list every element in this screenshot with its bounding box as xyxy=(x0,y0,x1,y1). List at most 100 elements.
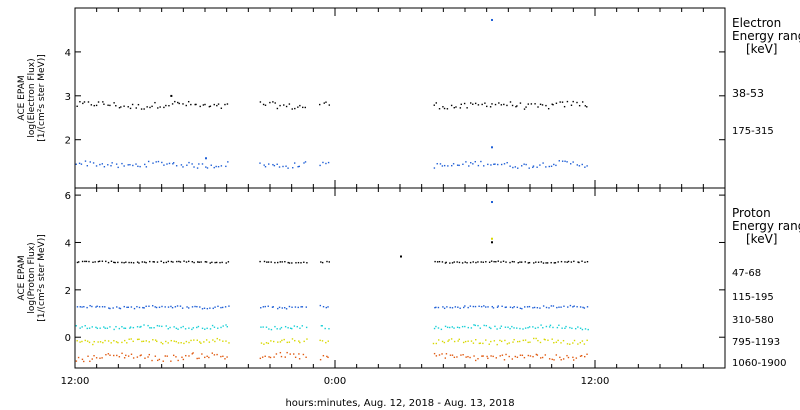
proton-data-point-0 xyxy=(215,261,218,264)
electron-data-point-1 xyxy=(206,167,209,169)
proton-data-point-3 xyxy=(485,339,487,341)
proton-data-point-1 xyxy=(206,307,209,310)
proton-data-point-3 xyxy=(529,341,531,343)
proton-data-point-0 xyxy=(445,261,447,264)
electron-data-point-1 xyxy=(584,166,586,168)
proton-data-point-3 xyxy=(177,342,180,344)
proton-data-point-2 xyxy=(561,327,563,329)
proton-data-point-2 xyxy=(274,325,276,328)
proton-data-point-0 xyxy=(472,261,474,263)
proton-data-point-1 xyxy=(158,306,161,309)
proton-data-point-2 xyxy=(180,326,182,329)
proton-data-point-3 xyxy=(136,338,139,341)
proton-outlier-point xyxy=(400,255,402,258)
proton-data-point-3 xyxy=(222,340,224,342)
electron-data-point-0 xyxy=(494,103,497,106)
proton-data-point-0 xyxy=(105,260,107,263)
proton-data-point-2 xyxy=(496,328,498,330)
proton-data-point-1 xyxy=(136,305,138,308)
electron-data-point-0 xyxy=(516,105,518,107)
proton-data-point-0 xyxy=(451,262,454,264)
electron-data-point-1 xyxy=(548,165,550,168)
electron-data-point-1 xyxy=(474,160,476,163)
proton-data-point-0 xyxy=(519,261,521,263)
electron-data-point-0 xyxy=(208,105,211,108)
electron-data-point-0 xyxy=(217,103,220,105)
proton-data-point-0 xyxy=(277,261,279,264)
electron-data-point-0 xyxy=(530,103,533,105)
proton-data-point-1 xyxy=(138,306,141,309)
proton-data-point-0 xyxy=(167,260,170,263)
proton-data-point-2 xyxy=(149,327,151,329)
proton-data-point-1 xyxy=(199,306,201,308)
electron-data-point-0 xyxy=(216,104,218,107)
proton-data-point-3 xyxy=(500,340,503,343)
proton-data-point-1 xyxy=(291,306,293,308)
electron-data-point-1 xyxy=(443,164,446,167)
proton-ylabel-line: ACE EPAM xyxy=(17,255,27,300)
proton-data-point-2 xyxy=(225,324,227,326)
proton-data-point-0 xyxy=(274,261,276,264)
proton-data-point-1 xyxy=(260,307,262,309)
electron-data-point-1 xyxy=(439,163,442,165)
proton-data-point-3 xyxy=(462,341,465,344)
proton-data-point-2 xyxy=(167,328,169,330)
proton-data-point-2 xyxy=(507,326,509,328)
electron-data-point-1 xyxy=(225,165,227,168)
proton-data-point-0 xyxy=(581,260,583,262)
proton-data-point-3 xyxy=(543,338,546,341)
proton-data-point-3 xyxy=(448,339,450,341)
proton-data-point-3 xyxy=(432,342,435,345)
proton-data-point-1 xyxy=(112,307,114,309)
proton-data-point-3 xyxy=(188,341,190,344)
proton-data-point-3 xyxy=(490,340,492,343)
proton-data-point-0 xyxy=(449,262,451,264)
electron-data-point-0 xyxy=(276,107,279,110)
proton-data-point-3 xyxy=(76,340,78,342)
proton-ytick-label: 4 xyxy=(65,238,71,249)
electron-ytick-label: 4 xyxy=(65,48,71,59)
proton-data-point-2 xyxy=(440,328,443,331)
electron-outlier-point xyxy=(491,18,493,21)
proton-data-point-1 xyxy=(297,306,299,309)
proton-data-point-2 xyxy=(542,327,544,329)
proton-data-point-3 xyxy=(458,338,460,341)
proton-data-point-0 xyxy=(497,260,499,262)
proton-data-point-3 xyxy=(97,341,99,343)
electron-data-point-0 xyxy=(154,101,156,104)
electron-data-point-0 xyxy=(220,107,223,109)
electron-outlier-point xyxy=(170,94,173,97)
proton-data-point-0 xyxy=(477,261,479,263)
electron-data-point-1 xyxy=(272,163,274,166)
proton-data-point-2 xyxy=(483,324,485,327)
proton-data-point-2 xyxy=(494,325,496,328)
proton-legend-title-line: Energy range xyxy=(732,219,800,233)
proton-data-point-2 xyxy=(175,327,178,330)
proton-data-point-4 xyxy=(462,354,464,356)
electron-data-point-1 xyxy=(152,162,154,164)
electron-data-point-1 xyxy=(293,162,296,164)
electron-data-point-1 xyxy=(84,160,87,162)
proton-data-point-1 xyxy=(449,306,451,309)
proton-data-point-1 xyxy=(76,306,79,308)
proton-data-point-3 xyxy=(508,342,510,344)
electron-data-point-1 xyxy=(297,166,299,168)
proton-data-point-2 xyxy=(522,328,524,330)
proton-data-point-1 xyxy=(446,306,448,308)
electron-data-point-0 xyxy=(498,102,500,104)
electron-data-point-0 xyxy=(463,102,466,105)
proton-data-point-0 xyxy=(123,262,125,264)
electron-data-point-1 xyxy=(536,166,538,168)
proton-data-point-0 xyxy=(138,262,140,264)
proton-data-point-4 xyxy=(162,360,164,362)
proton-data-point-4 xyxy=(453,356,456,359)
proton-data-point-1 xyxy=(191,306,194,308)
proton-data-point-0 xyxy=(117,261,119,264)
electron-data-point-0 xyxy=(511,104,514,107)
electron-data-point-0 xyxy=(140,108,143,110)
proton-data-point-1 xyxy=(305,306,308,308)
proton-data-point-4 xyxy=(105,354,107,356)
proton-data-point-3 xyxy=(214,340,216,343)
proton-data-point-2 xyxy=(123,327,125,329)
electron-data-point-1 xyxy=(523,163,525,165)
